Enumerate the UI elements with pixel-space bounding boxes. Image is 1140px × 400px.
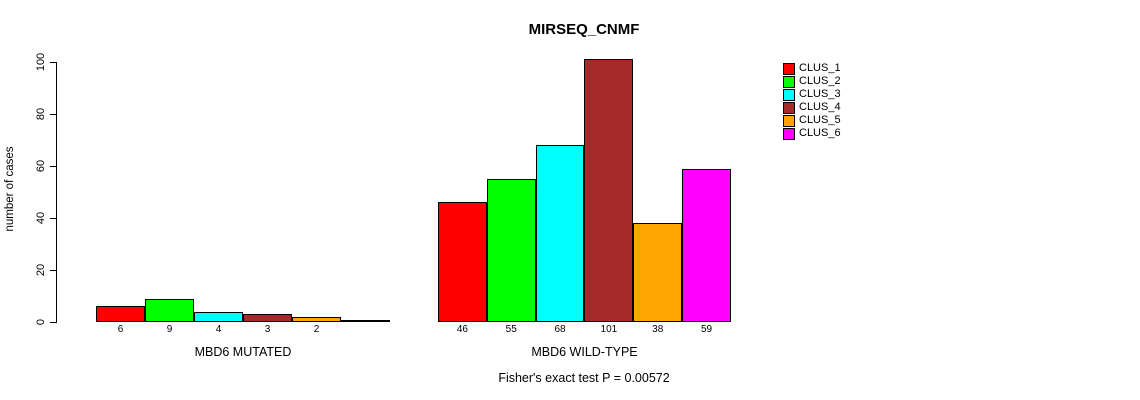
legend-item-clus-4: CLUS_4 — [783, 101, 841, 114]
value-label-clus-6-mbd6-mutated — [341, 325, 390, 335]
bar-clus-3-mbd6-mutated — [194, 311, 243, 322]
bar-clus-4-mbd6-mutated — [243, 314, 292, 322]
y-tick-80 — [50, 114, 56, 115]
bar-clus-1-mbd6-wild-type — [438, 202, 487, 322]
y-tick-40 — [50, 218, 56, 219]
bar-clus-4-mbd6-wild-type — [584, 59, 634, 322]
value-label-clus-5-mbd6-wild-type: 38 — [652, 324, 664, 335]
legend: CLUS_1 CLUS_2 CLUS_3 CLUS_4 CLUS_5 CLUS_6 — [783, 62, 841, 140]
bar-clus-2-mbd6-mutated — [145, 298, 194, 322]
y-tick-label-100: 100 — [35, 52, 47, 72]
value-label-clus-4-mbd6-wild-type: 101 — [600, 324, 618, 335]
value-label-clus-1-mbd6-mutated: 6 — [117, 324, 124, 335]
legend-item-clus-3: CLUS_3 — [783, 88, 841, 101]
value-label-clus-6-mbd6-wild-type: 59 — [700, 324, 713, 335]
value-labels-mbd6-mutated: 6 9 4 3 2 — [96, 325, 390, 335]
y-tick-0 — [50, 322, 56, 323]
fisher-test-annotation: Fisher's exact test P = 0.00572 — [498, 371, 670, 385]
value-label-clus-4-mbd6-mutated: 3 — [264, 324, 271, 335]
bar-group-mbd6-mutated — [96, 298, 390, 322]
y-tick-20 — [50, 270, 56, 271]
y-tick-label-20: 20 — [35, 263, 47, 277]
y-tick-100 — [50, 62, 56, 63]
legend-label-clus-4: CLUS_4 — [799, 101, 841, 113]
legend-swatch-clus-6 — [783, 127, 795, 140]
y-tick-60 — [50, 166, 56, 167]
bar-clus-6-mbd6-mutated — [341, 320, 390, 322]
value-label-clus-3-mbd6-mutated: 4 — [215, 324, 222, 335]
legend-item-clus-2: CLUS_2 — [783, 75, 841, 88]
value-label-clus-2-mbd6-mutated: 9 — [166, 324, 173, 335]
y-axis-title: number of cases — [4, 146, 16, 232]
legend-label-clus-5: CLUS_5 — [799, 114, 841, 126]
legend-swatch-clus-5 — [783, 114, 795, 127]
value-label-clus-3-mbd6-wild-type: 68 — [554, 324, 566, 335]
x-axis-label-wildtype: MBD6 WILD-TYPE — [531, 345, 638, 359]
bar-group-mbd6-wild-type — [438, 59, 731, 322]
value-label-clus-5-mbd6-mutated: 2 — [313, 324, 320, 335]
bar-clus-3-mbd6-wild-type — [535, 145, 585, 322]
y-tick-label-0: 0 — [35, 318, 47, 326]
legend-swatch-clus-1 — [783, 62, 795, 75]
legend-label-clus-3: CLUS_3 — [799, 88, 841, 100]
legend-swatch-clus-3 — [783, 88, 795, 101]
bar-clus-2-mbd6-wild-type — [486, 179, 536, 322]
x-axis-label-mutated: MBD6 MUTATED — [194, 345, 292, 359]
legend-item-clus-6: CLUS_6 — [783, 127, 841, 140]
y-tick-label-60: 60 — [35, 159, 47, 173]
bar-clus-6-mbd6-wild-type — [682, 168, 731, 322]
legend-swatch-clus-2 — [783, 75, 795, 88]
bar-clus-5-mbd6-wild-type — [633, 223, 683, 322]
legend-item-clus-1: CLUS_1 — [783, 62, 841, 75]
y-tick-label-80: 80 — [35, 107, 47, 121]
legend-label-clus-6: CLUS_6 — [799, 127, 841, 139]
legend-swatch-clus-4 — [783, 101, 795, 114]
bar-clus-5-mbd6-mutated — [292, 316, 341, 322]
value-labels-mbd6-wild-type: 46 55 68 101 38 59 — [438, 325, 731, 335]
y-tick-label-40: 40 — [35, 211, 47, 225]
chart-title: MIRSEQ_CNMF — [528, 21, 640, 38]
legend-item-clus-5: CLUS_5 — [783, 114, 841, 127]
value-label-clus-1-mbd6-wild-type: 46 — [456, 324, 468, 335]
y-axis-line — [56, 62, 57, 323]
legend-label-clus-1: CLUS_1 — [799, 62, 841, 74]
legend-label-clus-2: CLUS_2 — [799, 75, 841, 87]
value-label-clus-2-mbd6-wild-type: 55 — [505, 324, 517, 335]
bar-clus-1-mbd6-mutated — [96, 306, 145, 322]
